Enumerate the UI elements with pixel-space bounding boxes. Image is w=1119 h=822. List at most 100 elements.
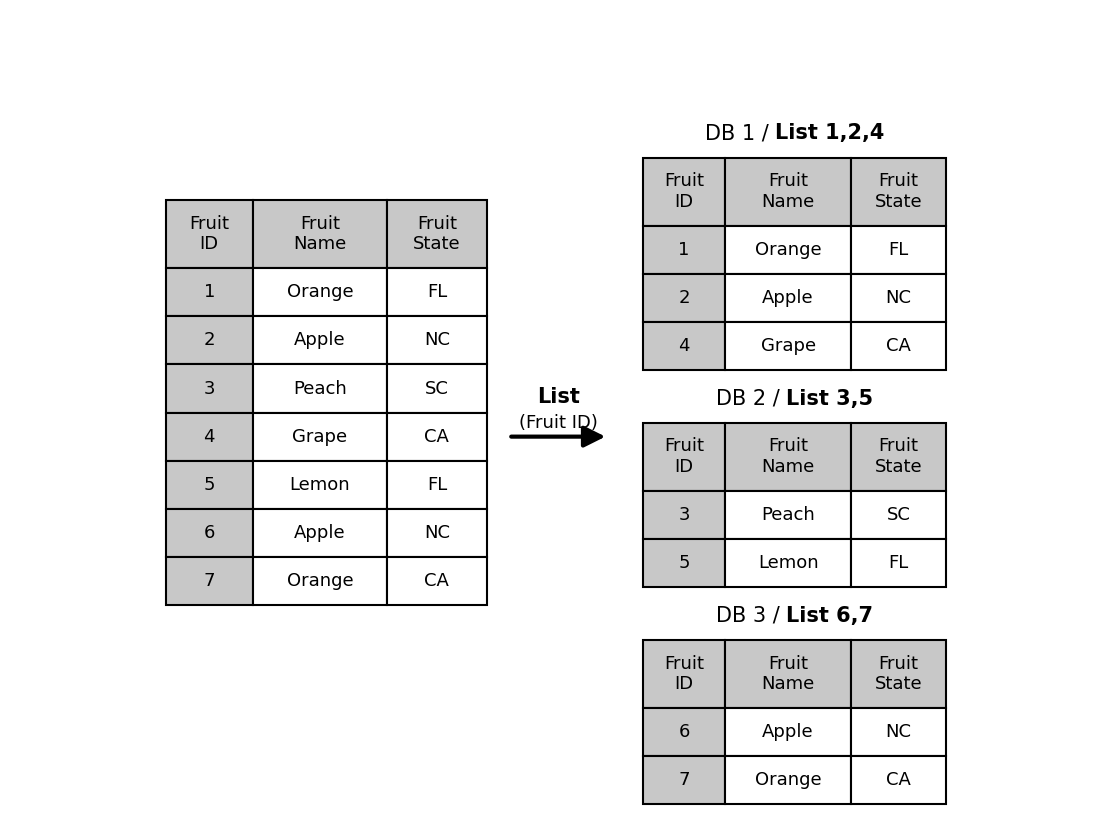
Text: SC: SC [425,380,449,398]
Text: 5: 5 [678,554,689,572]
Bar [725,640,850,709]
Text: 4: 4 [204,427,215,446]
Bar [253,200,387,268]
Text: Apple: Apple [294,524,346,542]
Text: Orange: Orange [755,241,821,259]
Text: Fruit
Name: Fruit Name [762,654,815,694]
Bar [166,364,253,413]
Text: DB 2 /: DB 2 / [716,389,787,409]
Text: 3: 3 [678,506,689,524]
Text: 6: 6 [204,524,215,542]
Text: Fruit
ID: Fruit ID [189,215,229,253]
Text: NC: NC [424,331,450,349]
Text: Lemon: Lemon [290,476,350,494]
Text: 1: 1 [678,241,689,259]
Bar [852,423,947,491]
Bar [643,226,725,274]
Text: Orange: Orange [286,284,354,302]
Bar [852,709,947,756]
Text: DB 3 /: DB 3 / [716,606,787,626]
Text: CA: CA [886,771,911,789]
Bar [643,539,725,587]
Bar [166,556,253,605]
Bar [166,413,253,460]
Bar [725,756,850,805]
Bar [852,322,947,370]
Bar [253,364,387,413]
Text: 5: 5 [204,476,215,494]
Bar [387,556,487,605]
Bar [166,509,253,556]
Text: NC: NC [886,289,912,307]
Bar [852,158,947,226]
Text: Peach: Peach [761,506,815,524]
Text: Apple: Apple [762,723,814,741]
Bar [725,423,850,491]
Bar [166,316,253,364]
Text: FL: FL [426,284,446,302]
Bar [166,200,253,268]
Text: 3: 3 [204,380,215,398]
Bar [387,460,487,509]
Text: Apple: Apple [294,331,346,349]
Bar [852,539,947,587]
Bar [166,460,253,509]
Bar [253,460,387,509]
Bar [387,413,487,460]
Text: (Fruit ID): (Fruit ID) [519,413,598,432]
Bar [643,640,725,709]
Bar [852,274,947,322]
Text: Fruit
ID: Fruit ID [664,173,704,211]
Text: Grape: Grape [292,427,347,446]
Text: Grape: Grape [761,337,816,355]
Text: Peach: Peach [293,380,347,398]
Bar [643,158,725,226]
Bar [725,158,850,226]
Text: List 6,7: List 6,7 [787,606,873,626]
Bar [725,491,850,539]
Text: 6: 6 [678,723,689,741]
Bar [253,316,387,364]
Text: Fruit
State: Fruit State [875,173,922,211]
Bar [166,268,253,316]
Text: FL: FL [888,554,909,572]
Text: Fruit
State: Fruit State [413,215,461,253]
Text: Orange: Orange [286,572,354,590]
Bar [725,539,850,587]
Text: FL: FL [888,241,909,259]
Text: 1: 1 [204,284,215,302]
Text: Fruit
State: Fruit State [875,654,922,694]
Bar [253,509,387,556]
Text: Fruit
Name: Fruit Name [293,215,347,253]
Text: CA: CA [424,427,450,446]
Bar [852,491,947,539]
Text: Fruit
Name: Fruit Name [762,173,815,211]
Bar [643,274,725,322]
Bar [725,709,850,756]
Bar [253,268,387,316]
Bar [852,756,947,805]
Bar [643,756,725,805]
Text: 2: 2 [204,331,215,349]
Text: 7: 7 [678,771,689,789]
Bar [387,364,487,413]
Bar [643,709,725,756]
Text: CA: CA [886,337,911,355]
Bar [387,316,487,364]
Bar [852,226,947,274]
Bar [643,491,725,539]
Text: Apple: Apple [762,289,814,307]
Text: CA: CA [424,572,450,590]
Bar [643,423,725,491]
Bar [725,274,850,322]
Text: SC: SC [886,506,911,524]
Text: List 1,2,4: List 1,2,4 [775,123,884,144]
Text: Fruit
State: Fruit State [875,437,922,476]
Text: Lemon: Lemon [758,554,818,572]
Bar [387,268,487,316]
Text: Fruit
ID: Fruit ID [664,437,704,476]
Bar [387,200,487,268]
Bar [725,226,850,274]
Text: NC: NC [424,524,450,542]
Text: FL: FL [426,476,446,494]
